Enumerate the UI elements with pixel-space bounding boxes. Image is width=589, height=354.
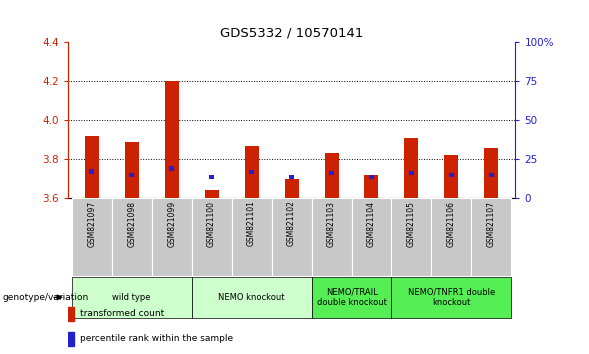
Bar xyxy=(409,171,414,175)
Bar xyxy=(369,175,374,179)
Text: NEMO/TNFR1 double
knockout: NEMO/TNFR1 double knockout xyxy=(408,288,495,307)
Text: GSM821106: GSM821106 xyxy=(447,201,456,247)
Bar xyxy=(191,198,231,276)
Bar xyxy=(204,190,219,198)
Text: GSM821104: GSM821104 xyxy=(367,201,376,247)
Text: NEMO/TRAIL
double knockout: NEMO/TRAIL double knockout xyxy=(316,288,386,307)
Bar xyxy=(352,198,392,276)
Bar xyxy=(125,142,138,198)
Bar xyxy=(244,146,259,198)
Bar xyxy=(249,170,254,174)
Text: GSM821105: GSM821105 xyxy=(407,201,416,247)
Text: GSM821097: GSM821097 xyxy=(87,201,96,247)
Bar xyxy=(231,198,272,276)
Bar xyxy=(471,198,511,276)
Bar xyxy=(431,198,471,276)
Bar xyxy=(284,179,299,198)
Bar xyxy=(489,173,494,177)
Bar xyxy=(405,138,418,198)
Text: GSM821099: GSM821099 xyxy=(167,201,176,247)
Text: GSM821098: GSM821098 xyxy=(127,201,136,247)
Text: GSM821102: GSM821102 xyxy=(287,201,296,246)
Bar xyxy=(325,154,339,198)
Bar xyxy=(191,277,312,318)
Bar xyxy=(484,148,498,198)
Text: GSM821100: GSM821100 xyxy=(207,201,216,247)
Text: NEMO knockout: NEMO knockout xyxy=(219,293,285,302)
Text: percentile rank within the sample: percentile rank within the sample xyxy=(80,334,233,343)
Bar xyxy=(392,198,431,276)
Bar xyxy=(165,81,178,198)
Bar xyxy=(72,198,112,276)
Bar xyxy=(209,175,214,179)
Bar xyxy=(445,155,458,198)
Bar xyxy=(90,169,94,174)
Text: wild type: wild type xyxy=(112,293,151,302)
Bar xyxy=(85,136,99,198)
Bar xyxy=(392,277,511,318)
Bar xyxy=(130,173,134,177)
Text: genotype/variation: genotype/variation xyxy=(3,293,89,302)
Text: GSM821101: GSM821101 xyxy=(247,201,256,246)
Bar xyxy=(312,198,352,276)
Bar xyxy=(312,277,392,318)
Text: transformed count: transformed count xyxy=(80,309,164,318)
Title: GDS5332 / 10570141: GDS5332 / 10570141 xyxy=(220,27,363,40)
Bar xyxy=(152,198,191,276)
Text: GSM821103: GSM821103 xyxy=(327,201,336,247)
Bar xyxy=(68,307,74,321)
Text: GSM821107: GSM821107 xyxy=(487,201,496,247)
Bar xyxy=(365,175,379,198)
Bar xyxy=(169,166,174,171)
Bar xyxy=(68,332,74,346)
Bar xyxy=(289,175,294,179)
Bar xyxy=(272,198,312,276)
Bar xyxy=(72,277,191,318)
Bar xyxy=(329,171,334,175)
Bar xyxy=(449,173,454,177)
Bar xyxy=(112,198,152,276)
